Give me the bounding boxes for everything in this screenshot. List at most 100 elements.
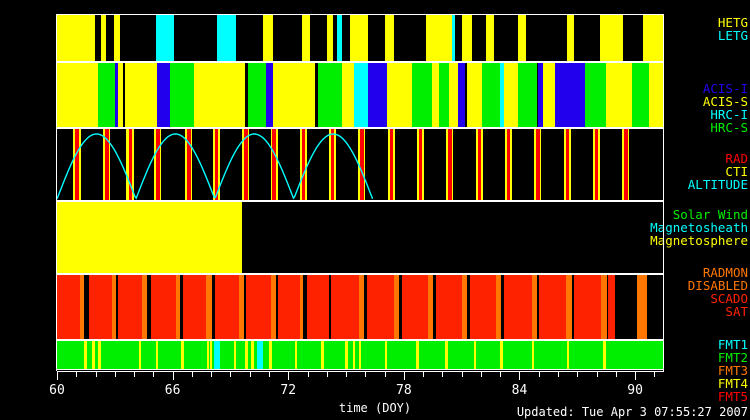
segment-rad — [594, 129, 599, 200]
segment-letg — [216, 15, 237, 61]
minor-tick — [423, 372, 425, 377]
minor-tick — [442, 372, 444, 377]
segment-rad — [535, 129, 540, 200]
segment-hetg — [518, 15, 527, 61]
segment-acis-s — [273, 63, 315, 127]
segment-hetg — [302, 15, 310, 61]
segment-rad — [243, 129, 248, 200]
segment-rad — [214, 129, 219, 200]
segment-hrc-s — [247, 63, 267, 127]
altitude-curve — [57, 133, 374, 200]
segment-radmon — [565, 275, 572, 339]
segment-radmon — [462, 275, 468, 339]
tick-label: 78 — [396, 383, 412, 398]
segment-acis-s — [386, 63, 413, 127]
segment-fmt4 — [358, 341, 362, 369]
plot-frame-right — [663, 14, 664, 371]
minor-tick — [114, 372, 116, 377]
major-tick — [635, 372, 637, 380]
segment-sat — [538, 275, 566, 339]
segment-radmon — [394, 275, 400, 339]
segment-acis-s — [57, 63, 99, 127]
segment-fmt4 — [416, 341, 419, 369]
segment-acis-s — [467, 63, 482, 127]
legend-label-magnetosphere: Magnetosphere — [650, 233, 748, 248]
segment-acis-s — [542, 63, 555, 127]
legend-label-hrc-s: HRC-S — [710, 120, 748, 135]
major-tick — [519, 372, 521, 380]
segment-acis-s — [342, 63, 355, 127]
legend-label-solar-wind: Solar Wind — [672, 207, 748, 222]
segment-sat — [366, 275, 395, 339]
segment-hrc-s — [632, 63, 649, 127]
segment-rad — [506, 129, 511, 200]
segment-rad — [186, 129, 191, 200]
segment-sat — [246, 275, 271, 339]
segment-hetg — [100, 15, 106, 61]
segment-hetg — [263, 15, 274, 61]
segment-fmt4 — [269, 341, 272, 369]
legend-label-fmt2: FMT2 — [717, 350, 748, 365]
legend-label-fmt1: FMT1 — [717, 337, 748, 352]
segment-acis-s — [193, 63, 246, 127]
minor-tick — [500, 372, 502, 377]
panel-regions — [57, 201, 664, 274]
segment-rad — [565, 129, 570, 200]
segment-fmt4 — [245, 341, 248, 369]
segment-acis-i — [457, 63, 465, 127]
segment-sat — [435, 275, 463, 339]
legend-label-fmt3: FMT3 — [717, 363, 748, 378]
segment-hrc-s — [169, 63, 194, 127]
segment-fmt1 — [213, 341, 220, 369]
segment-sat — [401, 275, 429, 339]
segment-magnetosphere — [57, 202, 243, 273]
segment-rad — [389, 129, 394, 200]
segment-hetg — [486, 15, 495, 61]
segment-fmt4 — [566, 341, 570, 369]
segment-fmt4 — [92, 341, 95, 369]
minor-tick — [654, 372, 656, 377]
segment-fmt4 — [83, 341, 88, 369]
segment-fmt4 — [251, 341, 254, 369]
segment-letg — [451, 15, 455, 61]
major-tick — [172, 372, 174, 380]
segment-sat — [469, 275, 497, 339]
segment-hetg — [462, 15, 472, 61]
segment-sat — [503, 275, 532, 339]
segment-acis-i — [157, 63, 170, 127]
legend-label-fmt5: FMT5 — [717, 389, 748, 404]
tick-label: 84 — [511, 383, 528, 398]
legend-label-radmon: RADMON — [702, 265, 748, 280]
minor-tick — [596, 372, 598, 377]
segment-sat — [608, 275, 616, 339]
segment-hrc-s — [412, 63, 433, 127]
segment-radmon — [175, 275, 181, 339]
segment-rad — [477, 129, 482, 200]
tick-label: 66 — [164, 383, 181, 398]
x-axis-ticks — [57, 372, 664, 380]
segment-hetg — [349, 15, 369, 61]
panel-instruments — [57, 62, 664, 128]
segment-radmon — [205, 275, 213, 339]
segment-rad — [447, 129, 452, 200]
segment-hetg — [326, 15, 334, 61]
segment-hrc-s — [98, 63, 116, 127]
tick-label: 90 — [627, 383, 643, 398]
segment-hetg — [600, 15, 624, 61]
segment-radmon — [428, 275, 434, 339]
segment-sat — [307, 275, 329, 339]
segment-rad — [330, 129, 335, 200]
segment-acis-i — [554, 63, 586, 127]
segment-hrc-s — [585, 63, 607, 127]
segment-hrc-s — [518, 63, 537, 127]
panel-formats — [57, 340, 664, 370]
minor-tick — [577, 372, 579, 377]
legend-label-letg: LETG — [717, 28, 748, 43]
legend-label-rad: RAD — [725, 151, 748, 166]
minor-tick — [230, 372, 232, 377]
segment-acis-s — [648, 63, 664, 127]
tick-label: 60 — [49, 383, 65, 398]
segment-radmon — [359, 275, 365, 339]
legend-label-cti: CTI — [725, 164, 748, 179]
segment-acis-i — [538, 63, 543, 127]
